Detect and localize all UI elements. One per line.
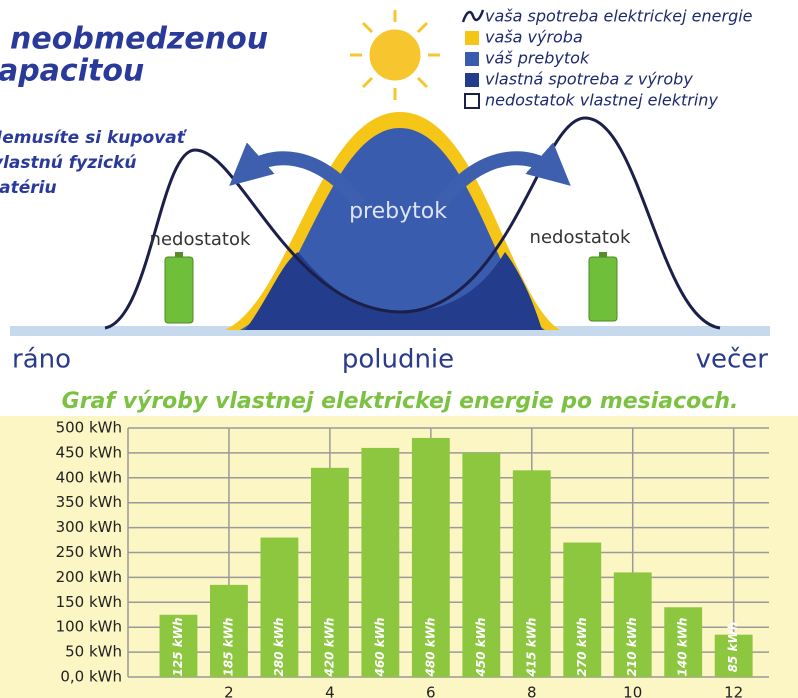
subtitle: vlastnú fyzickú	[0, 153, 136, 173]
y-tick-label: 500 kWh	[56, 419, 122, 437]
legend-icon	[463, 10, 483, 22]
value-label: 280 kWh	[272, 618, 286, 677]
x-tick-label: 8	[527, 684, 537, 698]
legend-icon	[465, 94, 479, 108]
value-label: 125 kWh	[171, 618, 185, 677]
title: S neobmedzenou	[0, 22, 268, 57]
value-label: 85 kWh	[726, 622, 740, 673]
y-tick-label: 450 kWh	[56, 443, 122, 461]
page: prebytok nedostatok nedostatok ráno polu…	[0, 0, 798, 698]
value-label: 140 kWh	[676, 618, 690, 677]
value-label: 420 kWh	[322, 618, 336, 678]
title: kapacitou	[0, 54, 144, 89]
y-tick-label: 350 kWh	[56, 493, 122, 511]
y-tick-label: 150 kWh	[56, 593, 122, 611]
value-label: 450 kWh	[474, 618, 488, 678]
value-label: 460 kWh	[373, 618, 387, 678]
subtitle: Nemusíte si kupovať	[0, 128, 188, 148]
subtitle: batériu	[0, 178, 57, 198]
value-label: 415 kWh	[524, 618, 538, 678]
legend-label: váš prebytok	[485, 49, 590, 68]
legend-icon	[465, 52, 479, 66]
legend-icon	[465, 31, 479, 45]
value-label: 185 kWh	[221, 618, 235, 677]
legend: vaša spotreba elektrickej energie vaša v…	[463, 7, 753, 110]
y-tick-label: 200 kWh	[56, 568, 122, 586]
x-tick-label: 12	[724, 684, 743, 698]
value-label: 270 kWh	[575, 618, 589, 677]
surplus-label: prebytok	[349, 199, 447, 224]
sun	[350, 10, 440, 100]
time-label: ráno	[12, 345, 71, 375]
legend-label: vaša výroba	[485, 28, 583, 47]
y-tick-label: 0,0 kWh	[60, 668, 122, 686]
legend-icon	[465, 73, 479, 87]
y-tick-label: 100 kWh	[56, 618, 122, 636]
x-tick-label: 2	[224, 684, 234, 698]
time-label: večer	[696, 345, 769, 375]
y-tick-label: 250 kWh	[56, 543, 122, 561]
y-tick-label: 300 kWh	[56, 518, 122, 536]
shortage-label: nedostatok	[530, 227, 631, 248]
x-tick-label: 10	[623, 684, 642, 698]
battery	[165, 252, 193, 323]
battery	[589, 252, 617, 321]
time-label: poludnie	[342, 345, 454, 375]
legend-label: vaša spotreba elektrickej energie	[485, 7, 753, 26]
chart-title: Graf výroby vlastnej elektrickej energie…	[62, 389, 739, 414]
value-label: 480 kWh	[423, 618, 437, 678]
y-tick-label: 50 kWh	[65, 643, 122, 661]
x-tick-label: 6	[426, 684, 436, 698]
y-tick-label: 400 kWh	[56, 468, 122, 486]
x-tick-label: 4	[325, 684, 335, 698]
value-label: 210 kWh	[625, 618, 639, 677]
diagram: prebytok nedostatok nedostatok ráno polu…	[0, 10, 770, 375]
legend-label: vlastná spotreba z výroby	[485, 70, 693, 89]
legend-label: nedostatok vlastnej elektriny	[485, 91, 718, 110]
shortage-label: nedostatok	[150, 229, 251, 250]
